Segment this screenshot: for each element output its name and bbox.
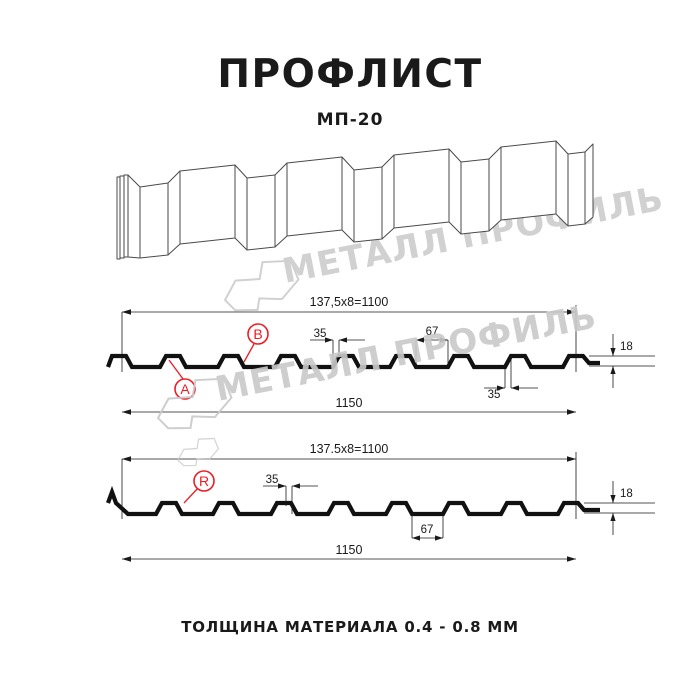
- watermark-3: [177, 437, 220, 467]
- dimension-67-2: [411, 514, 444, 541]
- title-block: ПРОФЛИСТ МП-20: [0, 55, 700, 129]
- profile-section-2: [106, 485, 600, 517]
- dimension-bottom-2-label: 1150: [336, 543, 363, 557]
- profile-section-1: [106, 353, 600, 370]
- dimension-35-upper-1-label: 35: [314, 328, 327, 340]
- marker-r[interactable]: R: [183, 470, 215, 504]
- dimension-18-2-label: 18: [620, 488, 633, 500]
- dimension-18-1: [589, 334, 655, 388]
- marker-r-label: R: [199, 473, 209, 489]
- model-subtitle: МП-20: [316, 110, 384, 130]
- dimension-67-1: [415, 337, 449, 368]
- dimension-35-upper-1: [310, 337, 365, 368]
- page-title: ПРОФЛИСТ: [217, 52, 483, 97]
- dimension-67-1-label: 67: [426, 326, 439, 338]
- material-thickness-note: ТОЛЩИНА МАТЕРИАЛА 0.4 - 0.8 ММ: [181, 618, 519, 636]
- dimension-bottom-2: [122, 556, 576, 562]
- profile-view-1: 137,5x8=1100 35 67: [106, 295, 655, 415]
- dimension-top-1-label: 137,5x8=1100: [310, 295, 389, 309]
- dimension-18-2: [584, 481, 655, 535]
- dimension-35-2: [263, 483, 318, 514]
- profile-view-2: 137.5x8=1100 35 67: [106, 442, 655, 562]
- dimension-35-lower-1-label: 35: [488, 389, 501, 401]
- dimension-35-2-label: 35: [266, 474, 279, 486]
- marker-b[interactable]: B: [243, 323, 269, 363]
- marker-b-label: B: [253, 326, 262, 342]
- dimension-top-1: [121, 305, 577, 372]
- marker-a[interactable]: A: [168, 359, 196, 400]
- dimension-67-2-label: 67: [421, 524, 434, 536]
- dimension-35-lower-1: [484, 356, 538, 391]
- watermark-label: МЕТАЛЛ ПРОФИЛЬ: [212, 297, 600, 410]
- dimension-bottom-1: [122, 409, 576, 415]
- marker-a-label: A: [180, 381, 190, 397]
- dimension-18-1-label: 18: [620, 341, 633, 353]
- isometric-corrugated-sheet: [116, 140, 594, 260]
- dimension-top-2-label: 137.5x8=1100: [310, 442, 389, 456]
- dimension-bottom-1-label: 1150: [336, 396, 363, 410]
- footer-block: ТОЛЩИНА МАТЕРИАЛА 0.4 - 0.8 ММ: [0, 618, 700, 636]
